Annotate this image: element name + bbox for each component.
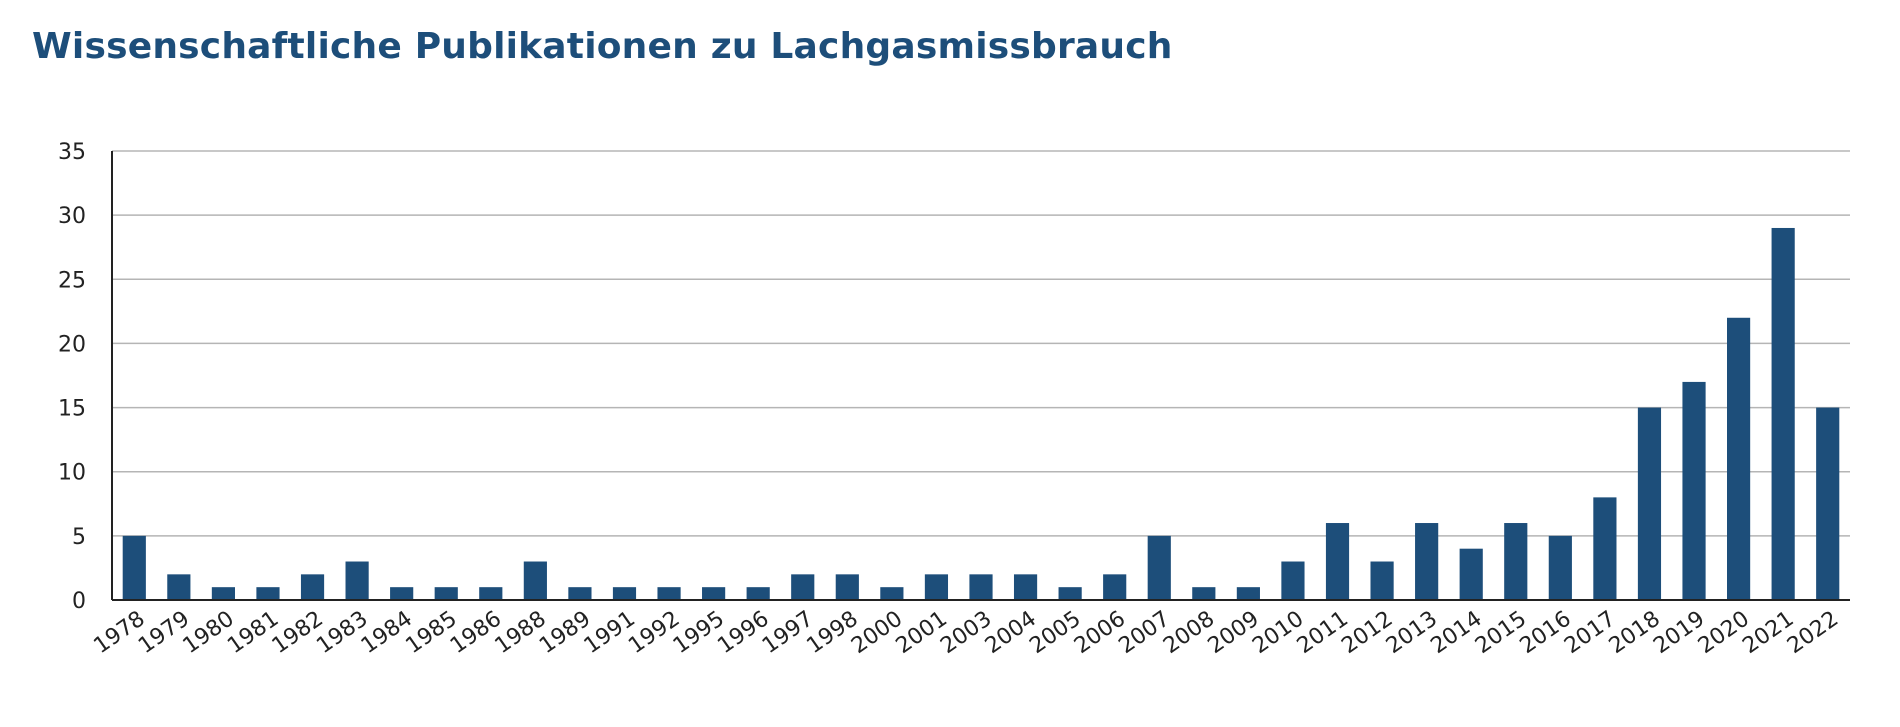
bar-2009 [1236,587,1260,600]
y-tick-label: 5 [72,525,86,550]
y-tick-label: 30 [58,204,86,229]
bar-2014 [1459,548,1483,600]
bar-1982 [300,574,325,600]
y-axis-tick-labels: 0 5 10 15 20 25 30 35 [58,140,86,614]
bar-2011 [1325,523,1350,600]
bar-2004 [1013,574,1038,600]
bar-1978 [122,535,146,600]
bars [122,227,1840,600]
y-tick-label: 25 [58,268,86,293]
bar-1983 [345,561,369,600]
x-tick-label: 2022 [1783,606,1843,659]
bar-2008 [1192,587,1216,600]
y-tick-label: 20 [58,332,86,357]
bar-2020 [1727,317,1751,600]
x-axis-tick-labels: 1978197919801981198219831984198519861988… [90,606,1844,659]
chart-title: Wissenschaftliche Publikationen zu Lachg… [32,26,1173,67]
bar-1995 [702,587,726,600]
bar-2022 [1816,407,1840,600]
bar-2015 [1504,523,1528,600]
bar-2012 [1370,561,1394,600]
bar-1991 [612,587,637,600]
bar-1989 [568,587,592,600]
bar-2018 [1637,407,1662,600]
bar-2010 [1281,561,1305,600]
bar-1985 [434,587,458,600]
bar-1997 [791,574,815,600]
bar-2019 [1682,381,1706,600]
bar-1998 [835,574,859,600]
bar-2007 [1147,535,1171,600]
bar-2005 [1058,587,1082,600]
bar-2017 [1593,497,1617,600]
y-tick-label: 0 [72,589,86,614]
bar-1984 [390,587,414,600]
y-tick-label: 10 [58,461,86,486]
bar-1992 [657,587,681,600]
bar-1988 [523,561,547,600]
y-tick-label: 15 [58,397,86,422]
bar-1979 [167,574,191,600]
bar-2016 [1548,535,1572,600]
bar-1981 [256,587,280,600]
bar-1986 [479,587,503,600]
bar-1980 [211,587,235,600]
bar-1996 [746,587,770,600]
y-tick-label: 35 [58,140,86,165]
bar-2006 [1103,574,1127,600]
bar-2013 [1415,523,1439,600]
bar-2021 [1771,227,1795,600]
bar-2001 [924,574,949,600]
bar-2000 [880,587,904,600]
bar-2003 [969,574,993,600]
gridlines [112,150,1850,537]
